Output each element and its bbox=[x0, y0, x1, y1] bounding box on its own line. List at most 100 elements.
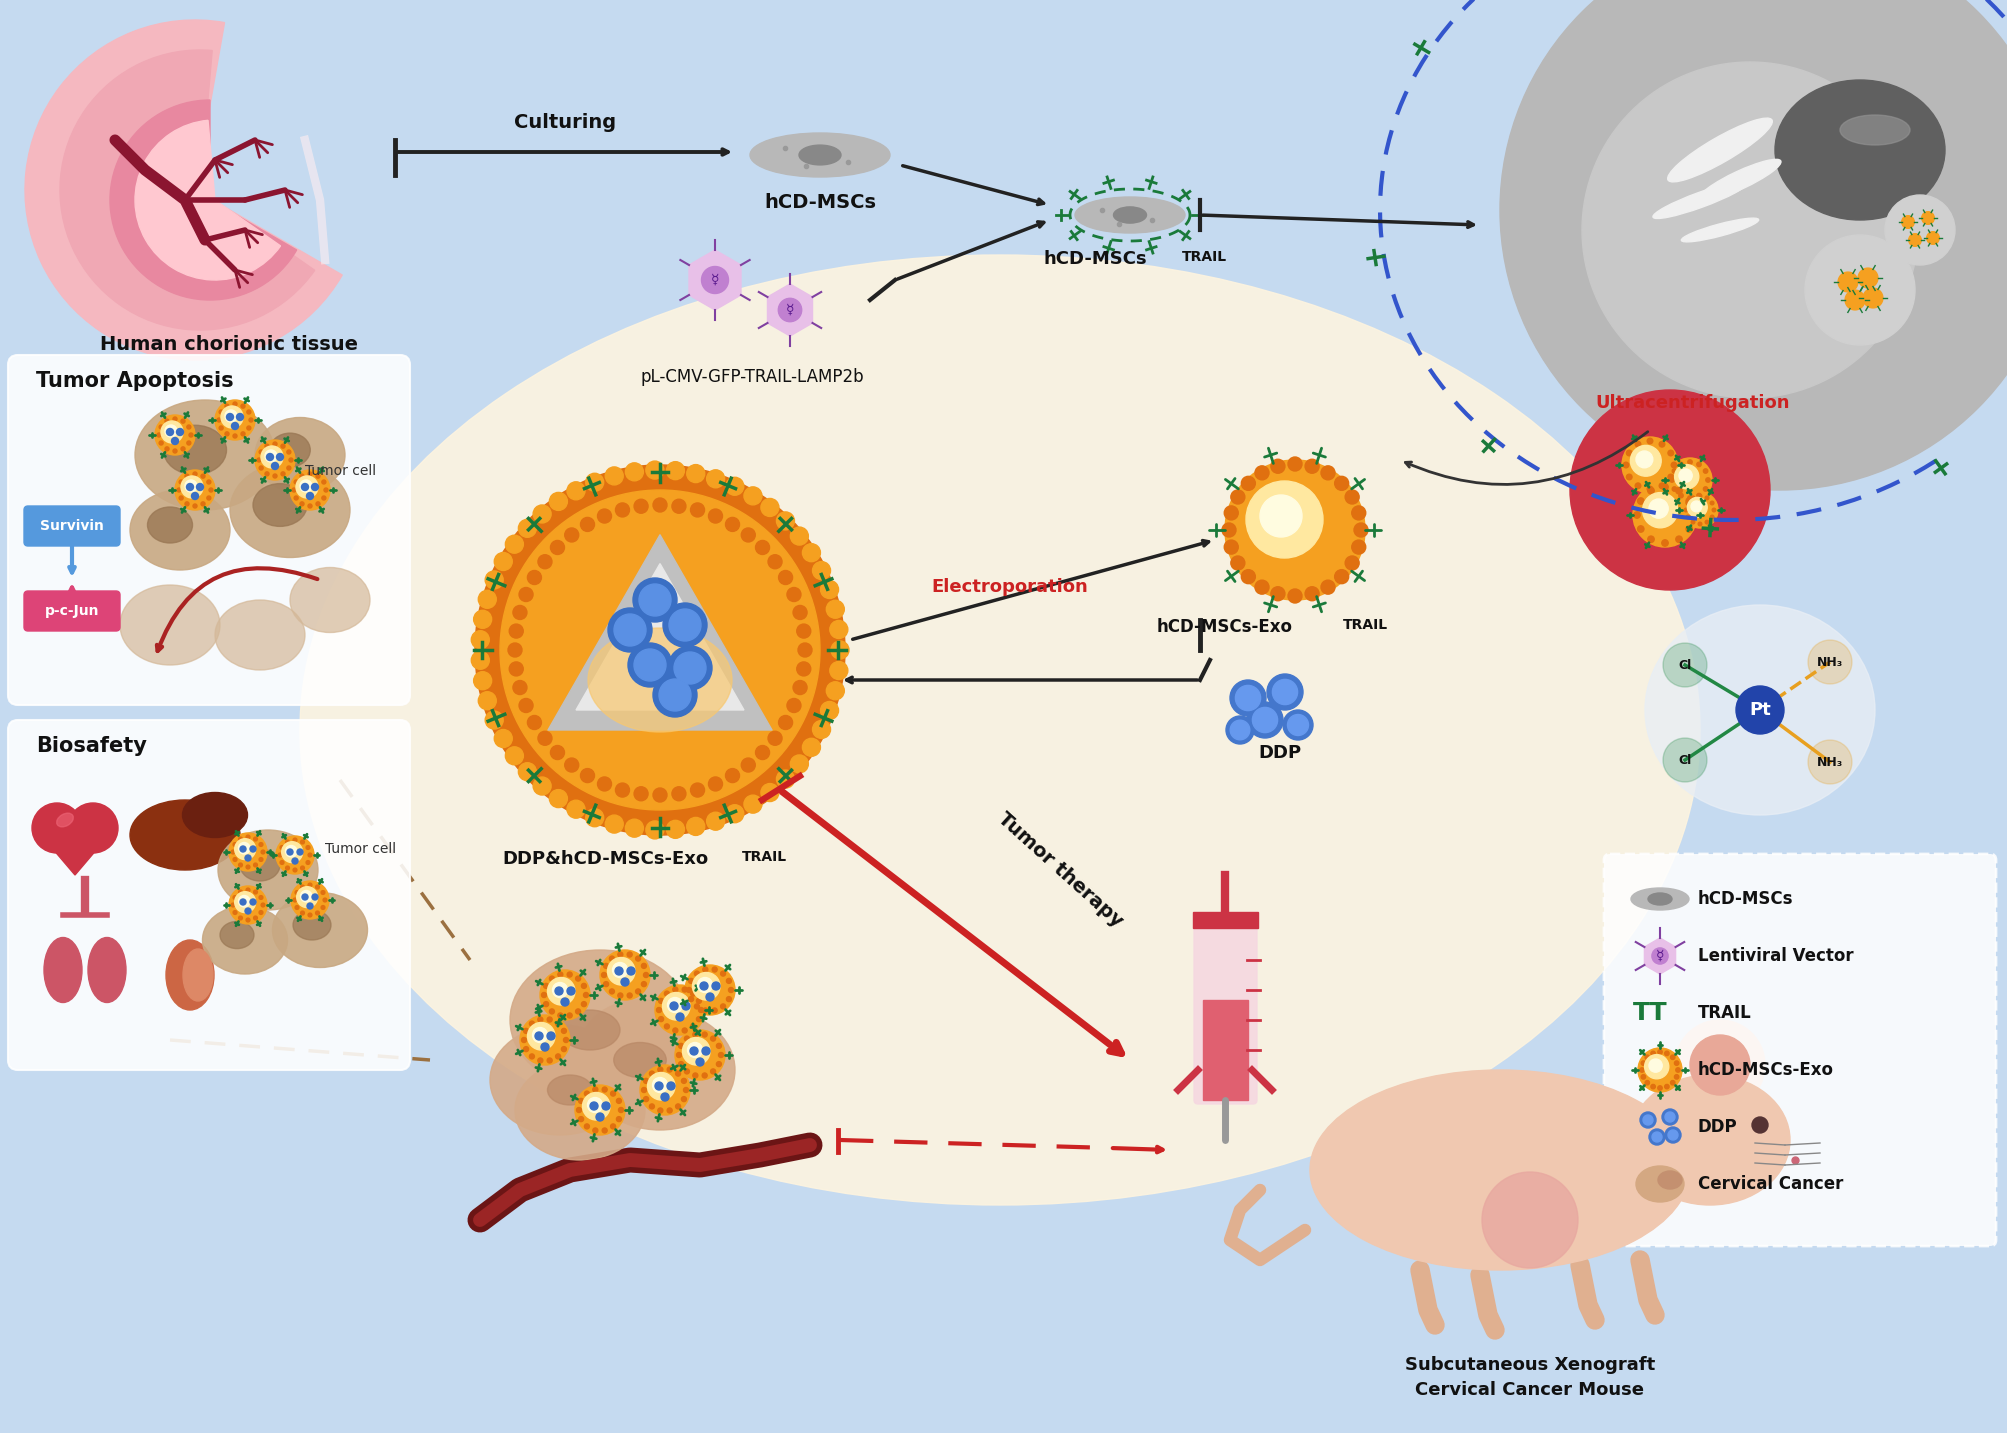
Circle shape bbox=[797, 643, 811, 656]
Circle shape bbox=[666, 997, 682, 1013]
Circle shape bbox=[520, 1015, 570, 1065]
Circle shape bbox=[1690, 496, 1694, 500]
Circle shape bbox=[598, 509, 612, 523]
Circle shape bbox=[1305, 459, 1319, 473]
Circle shape bbox=[1662, 643, 1706, 686]
Circle shape bbox=[1345, 490, 1359, 504]
Circle shape bbox=[323, 489, 327, 492]
Circle shape bbox=[678, 1043, 682, 1049]
Circle shape bbox=[648, 1103, 654, 1109]
Circle shape bbox=[161, 421, 183, 443]
Circle shape bbox=[674, 1070, 680, 1076]
Circle shape bbox=[1626, 474, 1632, 480]
Circle shape bbox=[686, 464, 704, 483]
Circle shape bbox=[787, 588, 801, 602]
Circle shape bbox=[1806, 641, 1850, 684]
Circle shape bbox=[644, 1096, 648, 1102]
Circle shape bbox=[682, 1002, 690, 1010]
Circle shape bbox=[1806, 739, 1850, 784]
Circle shape bbox=[584, 1123, 590, 1129]
Circle shape bbox=[686, 817, 704, 835]
Circle shape bbox=[179, 496, 183, 500]
Circle shape bbox=[1222, 523, 1236, 537]
Circle shape bbox=[540, 970, 590, 1020]
Circle shape bbox=[626, 993, 632, 997]
Circle shape bbox=[1664, 1052, 1668, 1056]
Circle shape bbox=[586, 473, 604, 492]
Circle shape bbox=[588, 1098, 602, 1112]
Circle shape bbox=[1674, 1060, 1678, 1065]
Circle shape bbox=[674, 652, 706, 684]
Text: DDP: DDP bbox=[1698, 1118, 1736, 1136]
Ellipse shape bbox=[1114, 206, 1146, 224]
Circle shape bbox=[598, 777, 612, 791]
Circle shape bbox=[584, 1091, 590, 1096]
Circle shape bbox=[1640, 1075, 1646, 1079]
Circle shape bbox=[797, 625, 811, 638]
Ellipse shape bbox=[253, 483, 307, 526]
Circle shape bbox=[217, 418, 221, 421]
Circle shape bbox=[1638, 526, 1644, 532]
Circle shape bbox=[702, 1048, 710, 1055]
Circle shape bbox=[1640, 1068, 1644, 1072]
Ellipse shape bbox=[289, 567, 369, 632]
Circle shape bbox=[247, 835, 249, 838]
Circle shape bbox=[558, 1013, 562, 1017]
Circle shape bbox=[494, 729, 512, 748]
Circle shape bbox=[644, 1079, 648, 1083]
Circle shape bbox=[1626, 450, 1632, 456]
Circle shape bbox=[624, 820, 642, 837]
Circle shape bbox=[779, 570, 793, 585]
Circle shape bbox=[279, 845, 283, 850]
Circle shape bbox=[307, 471, 311, 476]
Circle shape bbox=[638, 585, 670, 616]
Circle shape bbox=[225, 404, 229, 408]
Circle shape bbox=[546, 1017, 552, 1022]
Circle shape bbox=[791, 755, 809, 772]
Circle shape bbox=[1351, 506, 1365, 520]
Circle shape bbox=[281, 471, 285, 476]
Circle shape bbox=[590, 1102, 598, 1111]
Circle shape bbox=[1668, 459, 1712, 502]
Circle shape bbox=[592, 1088, 598, 1092]
Circle shape bbox=[658, 1068, 662, 1072]
Circle shape bbox=[702, 1032, 706, 1037]
Circle shape bbox=[1636, 451, 1652, 467]
Circle shape bbox=[518, 519, 536, 537]
Circle shape bbox=[668, 609, 700, 641]
Text: DDP: DDP bbox=[1258, 744, 1301, 762]
Circle shape bbox=[727, 996, 731, 1002]
Ellipse shape bbox=[614, 1042, 666, 1078]
Circle shape bbox=[241, 845, 247, 853]
Circle shape bbox=[1648, 1059, 1662, 1072]
Circle shape bbox=[472, 651, 490, 669]
Circle shape bbox=[640, 1065, 690, 1115]
Circle shape bbox=[315, 886, 319, 888]
Circle shape bbox=[1676, 487, 1682, 494]
Circle shape bbox=[586, 808, 604, 827]
Circle shape bbox=[524, 1046, 528, 1052]
Text: Cl: Cl bbox=[1678, 659, 1690, 672]
Circle shape bbox=[827, 600, 843, 618]
Circle shape bbox=[546, 1058, 552, 1063]
Text: Tumor therapy: Tumor therapy bbox=[993, 810, 1126, 931]
Circle shape bbox=[299, 474, 303, 479]
Ellipse shape bbox=[1309, 1070, 1690, 1270]
Circle shape bbox=[755, 745, 769, 759]
Circle shape bbox=[1582, 62, 1917, 398]
Circle shape bbox=[301, 886, 305, 888]
Circle shape bbox=[652, 499, 666, 512]
Circle shape bbox=[255, 440, 295, 480]
Circle shape bbox=[813, 721, 831, 738]
Circle shape bbox=[662, 993, 690, 1020]
Circle shape bbox=[1885, 195, 1955, 265]
Circle shape bbox=[604, 467, 622, 484]
Circle shape bbox=[582, 1092, 610, 1121]
Circle shape bbox=[604, 982, 608, 986]
Ellipse shape bbox=[219, 830, 317, 910]
Circle shape bbox=[793, 606, 807, 619]
Circle shape bbox=[177, 428, 183, 436]
Circle shape bbox=[584, 993, 588, 997]
Circle shape bbox=[614, 967, 622, 974]
Circle shape bbox=[1634, 512, 1640, 519]
